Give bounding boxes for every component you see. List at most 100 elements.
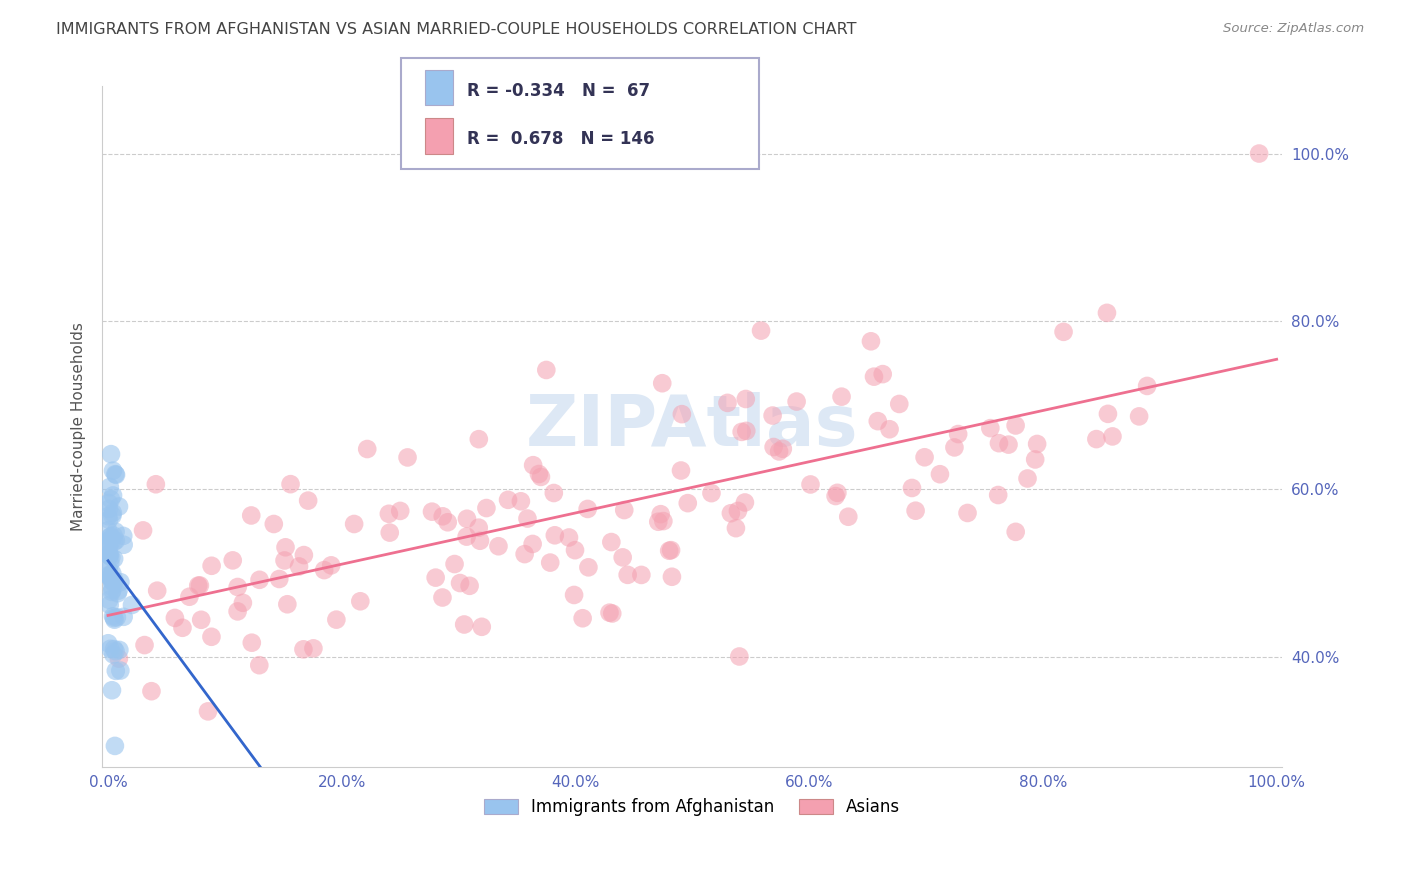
- Point: [772, 442, 794, 456]
- Point: [946, 427, 969, 442]
- Text: IMMIGRANTS FROM AFGHANISTAN VS ASIAN MARRIED-COUPLE HOUSEHOLDS CORRELATION CHART: IMMIGRANTS FROM AFGHANISTAN VS ASIAN MAR…: [56, 22, 856, 37]
- Point: [104, 533, 127, 548]
- Point: [134, 638, 156, 652]
- Point: [1249, 146, 1271, 161]
- Point: [1128, 409, 1150, 424]
- Point: [232, 596, 254, 610]
- Point: [720, 506, 742, 520]
- Point: [616, 567, 638, 582]
- Point: [101, 508, 124, 523]
- Point: [105, 610, 128, 624]
- Point: [1024, 452, 1046, 467]
- Point: [378, 525, 401, 540]
- Point: [108, 651, 131, 665]
- Point: [443, 557, 465, 571]
- Point: [436, 515, 458, 529]
- Point: [100, 584, 122, 599]
- Point: [104, 739, 127, 753]
- Point: [1101, 429, 1123, 443]
- Point: [749, 324, 772, 338]
- Point: [650, 507, 672, 521]
- Point: [837, 509, 859, 524]
- Point: [98, 592, 121, 607]
- Point: [734, 495, 756, 509]
- Point: [101, 580, 124, 594]
- Point: [827, 485, 849, 500]
- Point: [98, 549, 121, 563]
- Point: [97, 569, 120, 583]
- Point: [97, 563, 120, 577]
- Point: [956, 506, 979, 520]
- Point: [1026, 437, 1049, 451]
- Legend: Immigrants from Afghanistan, Asians: Immigrants from Afghanistan, Asians: [478, 791, 907, 822]
- Point: [576, 502, 599, 516]
- Point: [274, 541, 297, 555]
- Point: [513, 547, 536, 561]
- Point: [468, 432, 491, 446]
- Point: [97, 496, 120, 510]
- Text: Source: ZipAtlas.com: Source: ZipAtlas.com: [1223, 22, 1364, 36]
- Point: [98, 513, 121, 527]
- Point: [1004, 524, 1026, 539]
- Point: [101, 609, 124, 624]
- Point: [98, 530, 121, 544]
- Point: [104, 467, 127, 482]
- Point: [112, 538, 135, 552]
- Point: [652, 514, 675, 528]
- Point: [651, 376, 673, 391]
- Point: [201, 558, 224, 573]
- Point: [108, 643, 131, 657]
- Point: [104, 524, 127, 539]
- Point: [904, 504, 927, 518]
- Point: [226, 604, 249, 618]
- Point: [527, 467, 550, 481]
- Point: [98, 568, 121, 582]
- Point: [467, 521, 489, 535]
- Point: [676, 496, 699, 510]
- Point: [110, 664, 132, 678]
- Point: [669, 463, 692, 477]
- Point: [762, 409, 785, 423]
- Point: [292, 642, 315, 657]
- Point: [103, 551, 125, 566]
- Point: [97, 509, 120, 524]
- Point: [325, 613, 347, 627]
- Point: [98, 598, 121, 612]
- Point: [630, 568, 652, 582]
- Point: [432, 591, 454, 605]
- Point: [356, 442, 378, 456]
- Point: [302, 641, 325, 656]
- Point: [396, 450, 419, 465]
- Text: R =  0.678   N = 146: R = 0.678 N = 146: [467, 130, 654, 148]
- Point: [536, 363, 558, 377]
- Point: [104, 664, 127, 678]
- Point: [297, 493, 319, 508]
- Point: [100, 534, 122, 549]
- Point: [100, 492, 122, 507]
- Point: [200, 630, 222, 644]
- Point: [105, 467, 128, 482]
- Point: [321, 558, 343, 573]
- Point: [1017, 471, 1039, 485]
- Point: [661, 570, 683, 584]
- Point: [564, 543, 586, 558]
- Point: [543, 486, 565, 500]
- Point: [97, 534, 120, 549]
- Point: [600, 607, 623, 621]
- Point: [276, 597, 298, 611]
- Point: [929, 467, 952, 482]
- Point: [292, 548, 315, 562]
- Point: [613, 503, 636, 517]
- Point: [538, 556, 561, 570]
- Point: [831, 390, 853, 404]
- Point: [343, 516, 366, 531]
- Text: R = -0.334   N =  67: R = -0.334 N = 67: [467, 82, 650, 100]
- Point: [240, 636, 263, 650]
- Point: [496, 492, 519, 507]
- Point: [786, 394, 808, 409]
- Point: [197, 704, 219, 718]
- Point: [280, 477, 302, 491]
- Point: [103, 611, 125, 625]
- Point: [1052, 325, 1074, 339]
- Point: [824, 489, 846, 503]
